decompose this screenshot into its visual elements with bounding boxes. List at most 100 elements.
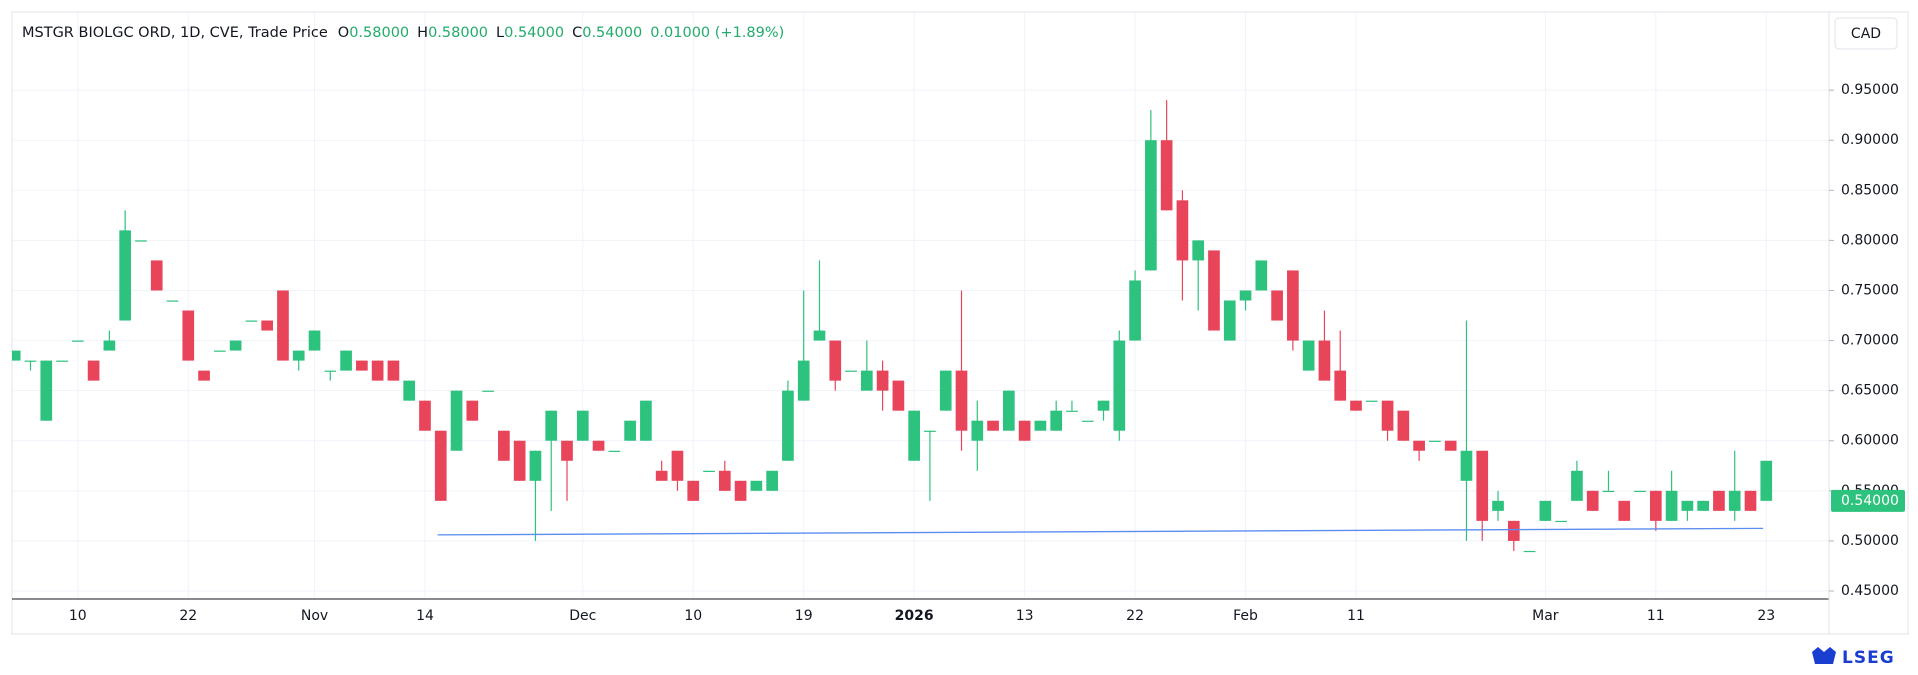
candle-body bbox=[592, 440, 605, 451]
candle-body bbox=[1760, 460, 1773, 501]
candle-body bbox=[797, 360, 810, 401]
candle-body bbox=[1744, 490, 1757, 511]
currency-label[interactable]: CAD bbox=[1851, 26, 1881, 42]
candle-body bbox=[845, 370, 857, 372]
candle-body bbox=[308, 330, 321, 351]
low-label: L bbox=[496, 25, 504, 41]
candle-body bbox=[1160, 140, 1173, 211]
candle-body bbox=[545, 410, 558, 441]
candle-body bbox=[466, 400, 479, 421]
change-value: 0.01000 (+1.89%) bbox=[650, 25, 784, 41]
trend-line bbox=[437, 527, 1764, 536]
candle-body bbox=[671, 450, 684, 481]
y-tick-label: 0.60000 bbox=[1841, 433, 1899, 449]
candle-body bbox=[1255, 260, 1268, 291]
candle-body bbox=[198, 370, 210, 381]
candle-body bbox=[261, 320, 274, 331]
candle-body bbox=[1081, 420, 1094, 422]
candle-body bbox=[56, 360, 68, 362]
x-tick-label: 10 bbox=[684, 608, 702, 624]
high-label: H bbox=[417, 25, 428, 41]
x-tick-label: 23 bbox=[1757, 608, 1775, 624]
candle-body bbox=[40, 360, 53, 421]
currency-button[interactable] bbox=[1834, 17, 1898, 50]
candle-body bbox=[971, 420, 984, 441]
candle-body bbox=[1365, 400, 1378, 402]
candle-body bbox=[434, 430, 447, 501]
candle-body bbox=[939, 370, 952, 411]
logo-text: LSEG bbox=[1842, 648, 1895, 668]
candle-body bbox=[1176, 200, 1189, 261]
y-tick-label: 0.65000 bbox=[1841, 383, 1899, 399]
candle-body bbox=[655, 470, 668, 481]
candle-body bbox=[1665, 490, 1678, 521]
candle-body bbox=[1034, 420, 1047, 431]
y-tick-label: 0.70000 bbox=[1841, 333, 1899, 349]
y-tick-label: 0.45000 bbox=[1841, 583, 1899, 599]
candle-body bbox=[1586, 490, 1599, 511]
low-value: 0.54000 bbox=[504, 25, 564, 41]
candle-body bbox=[1018, 420, 1031, 441]
candle-body bbox=[1602, 490, 1615, 493]
candle-body bbox=[245, 320, 258, 322]
candle-body bbox=[403, 380, 416, 401]
candle-body bbox=[1381, 400, 1394, 431]
candle-body bbox=[371, 360, 384, 381]
candle-body bbox=[119, 230, 131, 321]
x-tick-label: 19 bbox=[795, 608, 813, 624]
candle-body bbox=[87, 360, 100, 381]
y-tick-label: 0.50000 bbox=[1841, 533, 1899, 549]
y-tick-label: 0.80000 bbox=[1841, 232, 1899, 248]
x-tick-label: 14 bbox=[416, 608, 434, 624]
candle-body bbox=[1318, 340, 1331, 381]
candle-body bbox=[1113, 340, 1126, 431]
candle-body bbox=[387, 360, 400, 381]
plot-area bbox=[12, 100, 1773, 553]
candle-body bbox=[892, 380, 905, 411]
candle-body bbox=[1681, 500, 1694, 511]
candle-body bbox=[1397, 410, 1410, 441]
candle-body bbox=[1713, 490, 1725, 511]
candle-body bbox=[1350, 400, 1362, 411]
x-tick-label: Feb bbox=[1233, 608, 1258, 624]
x-tick-label: 10 bbox=[69, 608, 87, 624]
candle-body bbox=[1618, 500, 1631, 521]
x-tick-label: Nov bbox=[301, 608, 328, 624]
close-label: C bbox=[572, 25, 582, 41]
candle-body bbox=[1066, 410, 1078, 412]
last-price-label: 0.54000 bbox=[1841, 493, 1899, 509]
last-price-tag bbox=[1831, 489, 1905, 512]
candle-body bbox=[1050, 410, 1063, 431]
candle-body bbox=[1523, 550, 1536, 553]
candle-body bbox=[829, 340, 842, 381]
candle-body bbox=[1649, 490, 1662, 521]
x-tick-label: Dec bbox=[569, 608, 596, 624]
candle-body bbox=[1571, 470, 1583, 501]
candle-body bbox=[1697, 500, 1709, 511]
candle-body bbox=[340, 350, 352, 371]
high-value: 0.58000 bbox=[428, 25, 488, 41]
candle-body bbox=[229, 340, 242, 351]
candle-body bbox=[718, 470, 731, 491]
candle-body bbox=[1460, 450, 1473, 481]
candle-body bbox=[561, 440, 573, 461]
legend-header: MSTGR BIOLGC ORD, 1D, CVE, Trade Price O0… bbox=[22, 25, 784, 41]
x-tick-label: 11 bbox=[1347, 608, 1365, 624]
candle-body bbox=[71, 340, 84, 342]
candle-body bbox=[450, 390, 463, 451]
candle-body bbox=[640, 400, 652, 441]
candle-body bbox=[498, 430, 510, 461]
candle-body bbox=[1507, 520, 1520, 541]
candle-body bbox=[24, 360, 37, 362]
candle-body bbox=[955, 370, 968, 431]
candle-body bbox=[1192, 240, 1205, 261]
y-tick-label: 0.90000 bbox=[1841, 132, 1899, 148]
x-tick-label: 2026 bbox=[895, 608, 934, 624]
x-tick-label: 22 bbox=[179, 608, 197, 624]
candle-body bbox=[782, 390, 794, 461]
candle-body bbox=[860, 370, 873, 391]
candle-body bbox=[150, 260, 163, 291]
candle-body bbox=[513, 440, 526, 481]
candle-body bbox=[1239, 290, 1252, 301]
